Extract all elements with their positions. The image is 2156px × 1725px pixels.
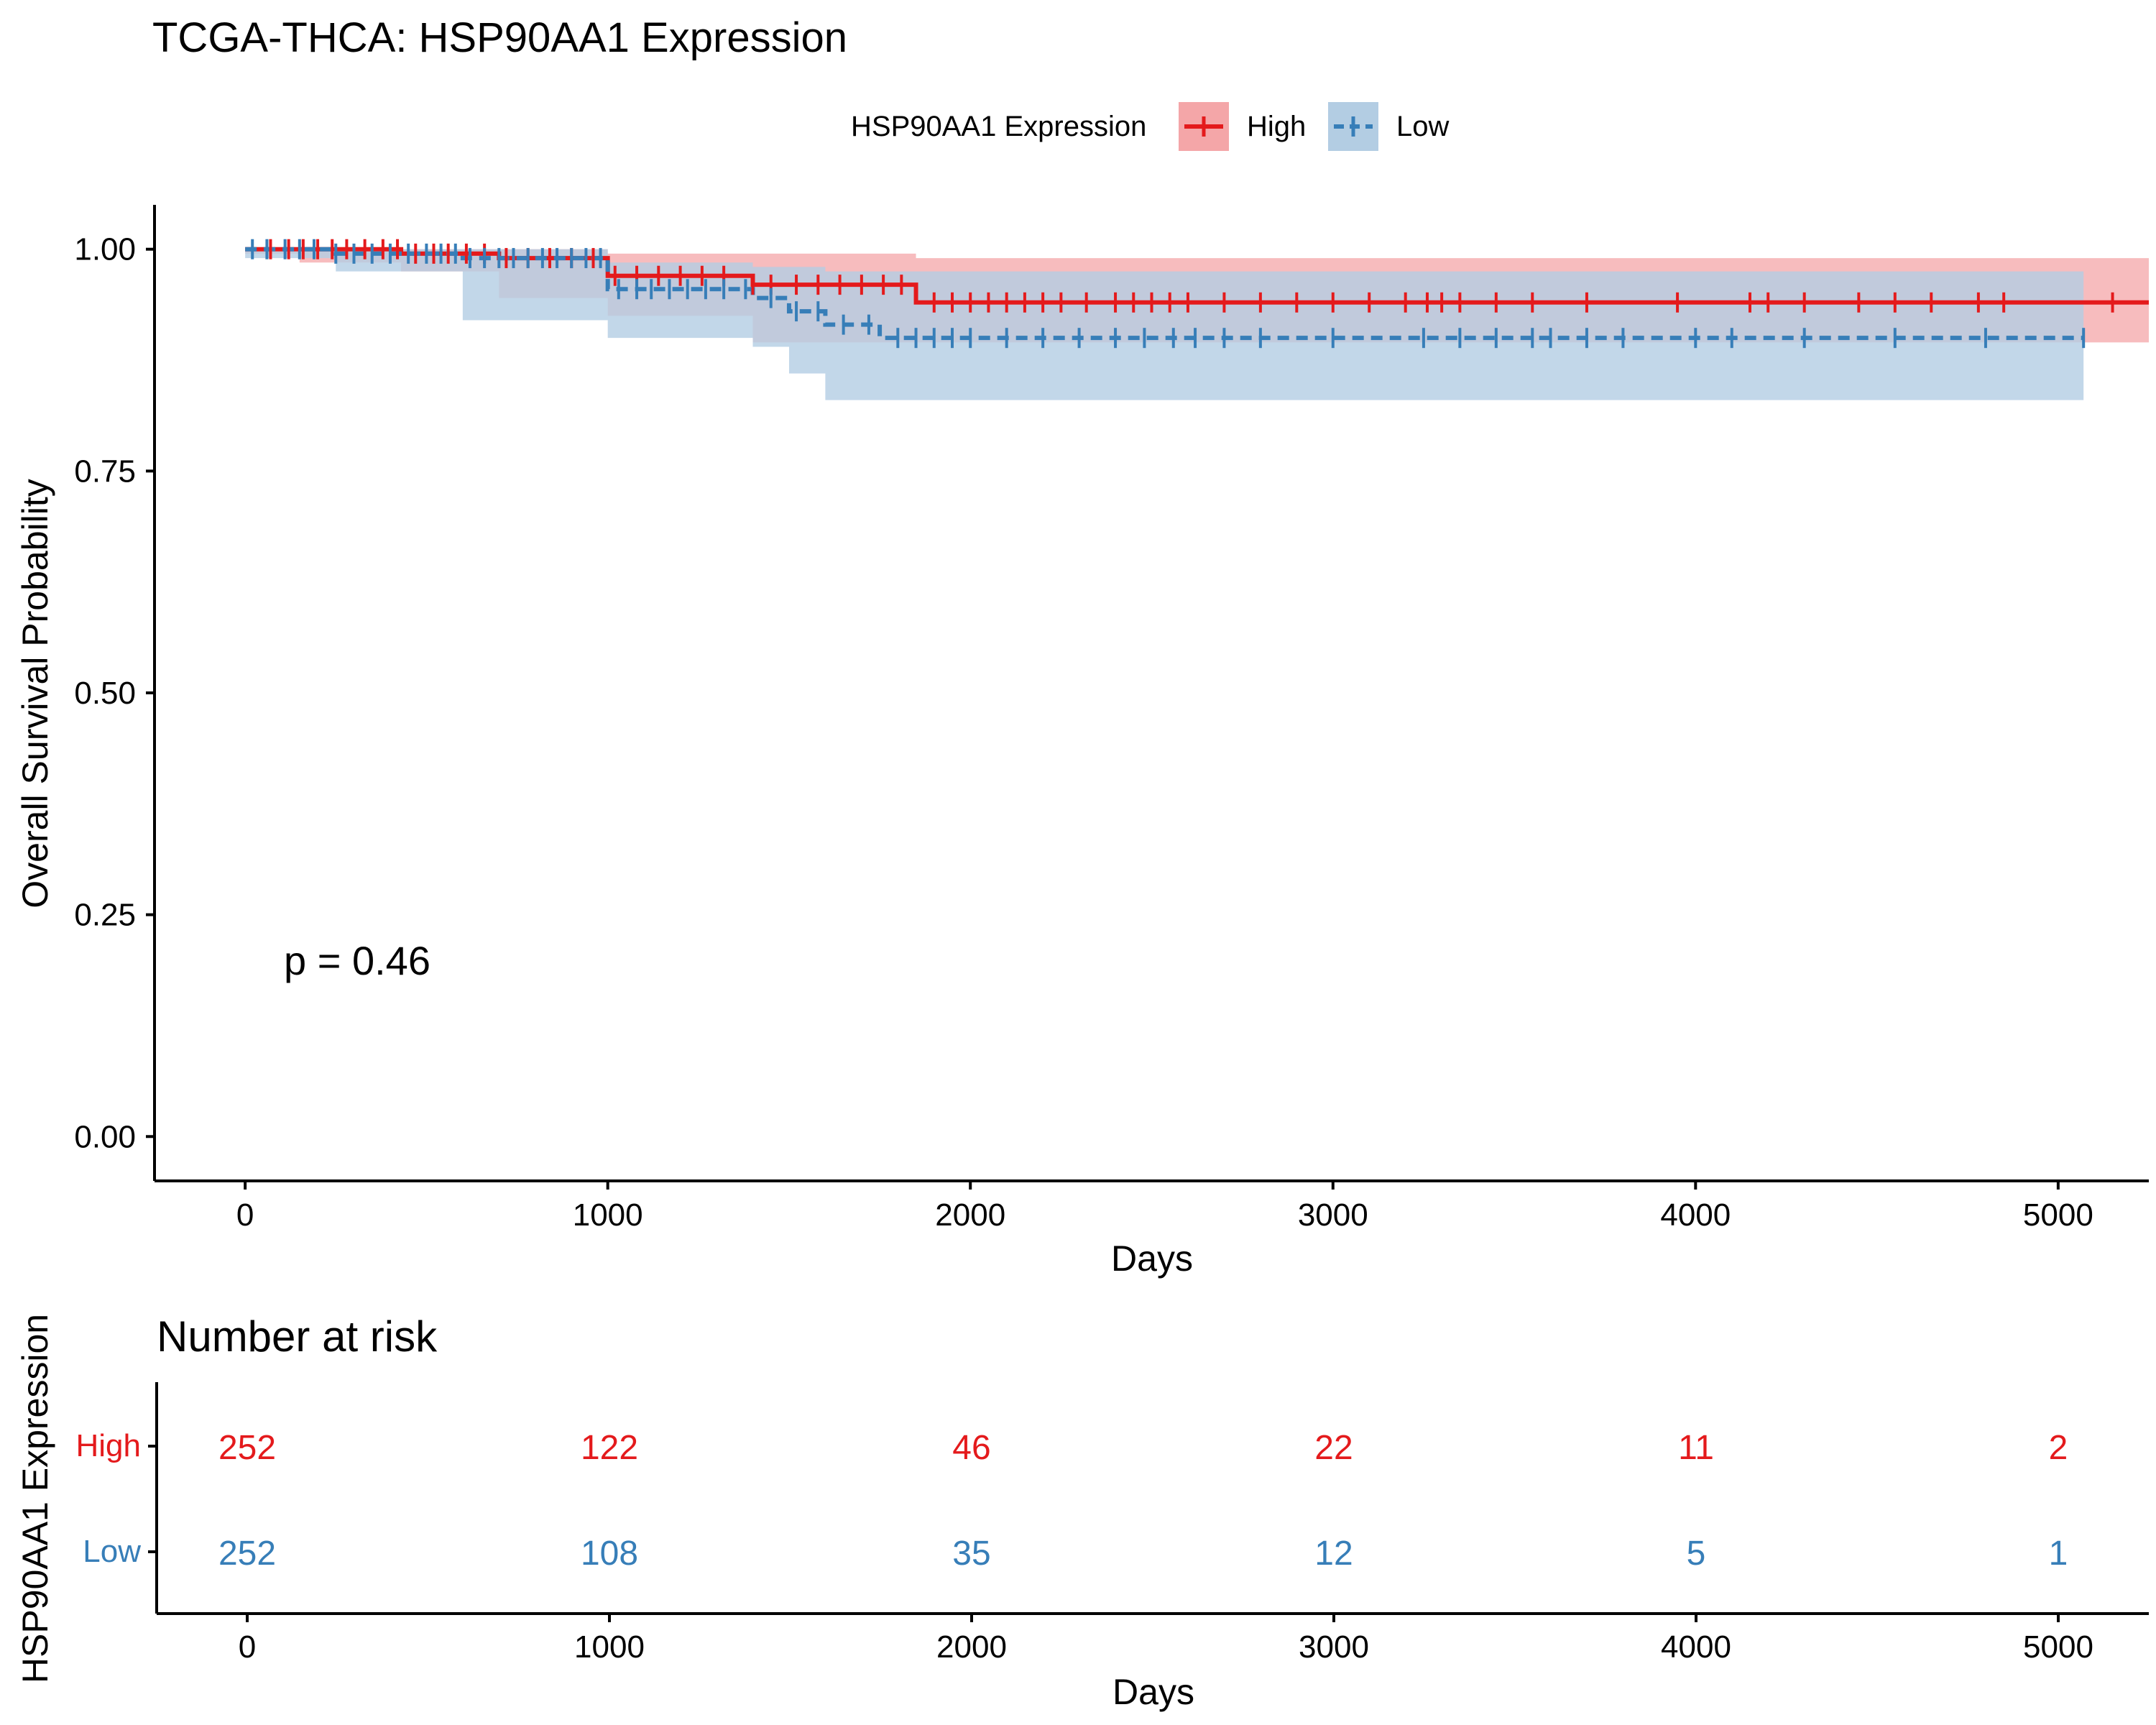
survival-plot-area: 0.00 0.25 0.50 0.75 1.00 0 1000 2000 3000 4000 50… [15, 205, 2150, 1279]
legend-label-high: High [1247, 111, 1306, 142]
risk-count-high: 22 [1314, 1429, 1353, 1467]
risk-count-low: 5 [1687, 1535, 1706, 1573]
censor-marks [251, 239, 2114, 349]
x-tick-label: 2000 [935, 1197, 1005, 1233]
risk-count-low: 12 [1314, 1535, 1353, 1573]
risk-table-title: Number at risk [157, 1312, 438, 1361]
y-axis-ticks: 0.00 0.25 0.50 0.75 1.00 [74, 232, 155, 1154]
risk-count-high: 46 [952, 1429, 990, 1467]
legend: HSP90AA1 Expression High Low [851, 102, 1449, 151]
y-axis-title: Overall Survival Probability [15, 479, 55, 908]
chart-title: TCGA-THCA: HSP90AA1 Expression [152, 14, 847, 61]
y-tick-label: 0.00 [74, 1119, 136, 1154]
risk-x-tick-label: 3000 [1299, 1629, 1369, 1665]
ci-band-low [245, 249, 2084, 400]
risk-count-high: 122 [581, 1429, 638, 1467]
risk-count-high: 2 [2049, 1429, 2068, 1467]
y-tick-label: 0.25 [74, 898, 136, 933]
risk-x-tick-label: 2000 [936, 1629, 1007, 1665]
confidence-bands [245, 249, 2150, 400]
x-tick-label: 0 [236, 1197, 254, 1233]
p-value-annotation: p = 0.46 [284, 938, 430, 983]
x-tick-label: 4000 [1660, 1197, 1731, 1233]
y-tick-label: 0.75 [74, 454, 136, 489]
risk-x-tick-label: 1000 [574, 1629, 645, 1665]
risk-rows: High 252 122 46 22 11 2 Low 252 108 35 12 5 1 [76, 1428, 2068, 1573]
risk-count-low: 252 [218, 1535, 276, 1573]
y-tick-label: 1.00 [74, 232, 136, 267]
risk-count-high: 252 [218, 1429, 276, 1467]
survival-curve-high [245, 247, 2149, 305]
risk-strata-label-low: Low [83, 1534, 141, 1569]
x-tick-label: 5000 [2023, 1197, 2093, 1233]
risk-x-tick-label: 5000 [2023, 1629, 2093, 1665]
y-tick-label: 0.50 [74, 676, 136, 711]
x-tick-label: 1000 [573, 1197, 643, 1233]
legend-label-low: Low [1396, 111, 1449, 142]
risk-x-tick-label: 4000 [1661, 1629, 1731, 1665]
risk-count-low: 1 [2049, 1535, 2068, 1573]
x-tick-label: 3000 [1298, 1197, 1368, 1233]
risk-strata-label-high: High [76, 1428, 142, 1463]
risk-count-low: 35 [952, 1535, 990, 1573]
x-axis-ticks: 0 1000 2000 3000 4000 5000 [236, 1181, 2093, 1233]
risk-x-axis-ticks: 0 1000 2000 3000 4000 5000 [239, 1614, 2093, 1665]
risk-y-axis-title: HSP90AA1 Expression [15, 1314, 55, 1683]
legend-title: HSP90AA1 Expression [851, 111, 1146, 142]
risk-count-high: 11 [1678, 1429, 1714, 1467]
x-axis-title: Days [1111, 1238, 1193, 1279]
risk-x-axis-title: Days [1112, 1672, 1194, 1712]
risk-count-low: 108 [581, 1535, 638, 1573]
risk-x-tick-label: 0 [239, 1629, 256, 1665]
